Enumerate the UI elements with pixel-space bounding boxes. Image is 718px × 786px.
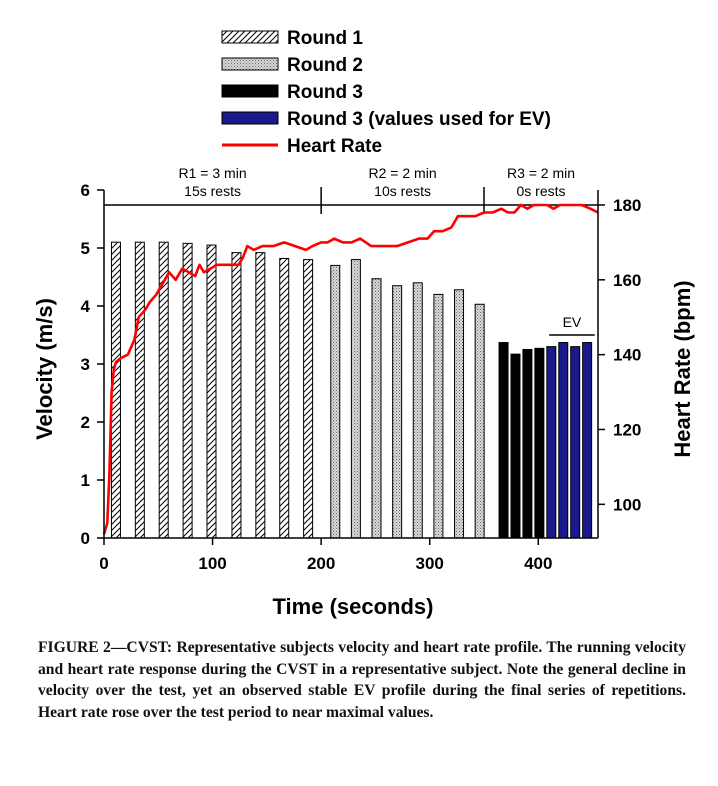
y2-axis-label: Heart Rate (bpm) <box>670 280 695 457</box>
bar-s0-4 <box>206 244 217 539</box>
heart-rate-layer <box>102 203 599 535</box>
y2-tick-label-4: 180 <box>613 196 641 215</box>
caption-body: The running velocity and heart rate resp… <box>38 639 687 721</box>
legend-label-2: Round 3 <box>287 82 363 103</box>
bar-s1-1 <box>350 259 361 539</box>
bar-s2-3 <box>534 347 545 539</box>
y-axis-label: Velocity (m/s) <box>32 298 57 440</box>
y-tick-label-4: 4 <box>81 297 91 316</box>
bar-s2-2 <box>522 349 533 539</box>
bar-s0-3 <box>182 242 193 539</box>
phase-sublabel-0: 15s rests <box>184 183 241 199</box>
bar-s1-6 <box>454 289 465 539</box>
bar-s1-0 <box>330 264 341 539</box>
heart-rate-line <box>102 203 599 535</box>
bar-s3-0 <box>546 346 557 539</box>
bar-s3-1 <box>558 342 569 539</box>
ev-label: EV <box>563 314 582 330</box>
bar-s0-6 <box>255 252 266 539</box>
ev-annotation: EV <box>549 314 595 336</box>
bar-s1-7 <box>474 303 485 539</box>
legend-swatch-0 <box>221 30 279 44</box>
x-axis-label: Time (seconds) <box>273 594 434 619</box>
phase-annotations: R1 = 3 min 15s rests R2 = 2 min 10s rests R3… <box>104 165 598 214</box>
y-tick-label-1: 1 <box>81 471 90 490</box>
y2-tick-label-0: 100 <box>613 495 641 514</box>
figure-caption: FIGURE 2—CVST: Representative subjects v… <box>38 637 686 723</box>
bars <box>110 241 593 539</box>
bar-s2-1 <box>510 353 521 539</box>
bar-s1-2 <box>371 278 382 539</box>
bar-s0-7 <box>279 257 290 539</box>
legend-label-4: Heart Rate <box>287 136 382 157</box>
phase-sublabel-1: 10s rests <box>374 183 431 199</box>
phase-label-1: R2 = 2 min <box>369 165 437 181</box>
chart-figure: Round 1 Round 2 Round 3 Round 3 (values use… <box>32 28 695 619</box>
x-tick-label-4: 400 <box>524 554 552 573</box>
legend-label-1: Round 2 <box>287 55 363 76</box>
bar-s0-5 <box>231 252 242 539</box>
legend-swatch-1 <box>221 57 279 71</box>
x-tick-label-2: 200 <box>307 554 335 573</box>
legend-label-0: Round 1 <box>287 28 363 49</box>
legend-swatch-3 <box>221 111 279 125</box>
x-tick-label-1: 100 <box>198 554 226 573</box>
phase-label-0: R1 = 3 min <box>179 165 247 181</box>
y-tick-label-5: 5 <box>81 239 90 258</box>
bar-s0-1 <box>134 241 145 539</box>
bar-s0-8 <box>303 259 314 539</box>
bar-s2-0 <box>498 342 509 539</box>
legend-label-3: Round 3 (values used for EV) <box>287 109 551 130</box>
x-tick-label-3: 300 <box>416 554 444 573</box>
x-tick-label-0: 0 <box>99 554 108 573</box>
caption-lead: FIGURE 2—CVST: Representative subjects v… <box>38 639 543 656</box>
bar-s1-4 <box>412 282 423 539</box>
bar-s1-5 <box>433 293 444 539</box>
y2-tick-label-3: 160 <box>613 271 641 290</box>
y-tick-label-6: 6 <box>81 181 90 200</box>
legend: Round 1 Round 2 Round 3 Round 3 (values use… <box>221 28 551 157</box>
y-tick-label-3: 3 <box>81 355 90 374</box>
axes: 0 1 2 3 4 5 6 0 100 200 300 400 100 120 140 160 180 Time … <box>32 181 695 619</box>
bar-s3-3 <box>582 342 593 539</box>
phase-label-2: R3 = 2 min <box>507 165 575 181</box>
bar-s1-3 <box>392 285 403 539</box>
y2-tick-label-2: 140 <box>613 346 641 365</box>
y-tick-label-0: 0 <box>81 529 90 548</box>
legend-swatch-2 <box>221 84 279 98</box>
y-tick-label-2: 2 <box>81 413 90 432</box>
phase-sublabel-2: 0s rests <box>516 183 565 199</box>
y2-tick-label-1: 120 <box>613 420 641 439</box>
bar-s3-2 <box>570 346 581 539</box>
